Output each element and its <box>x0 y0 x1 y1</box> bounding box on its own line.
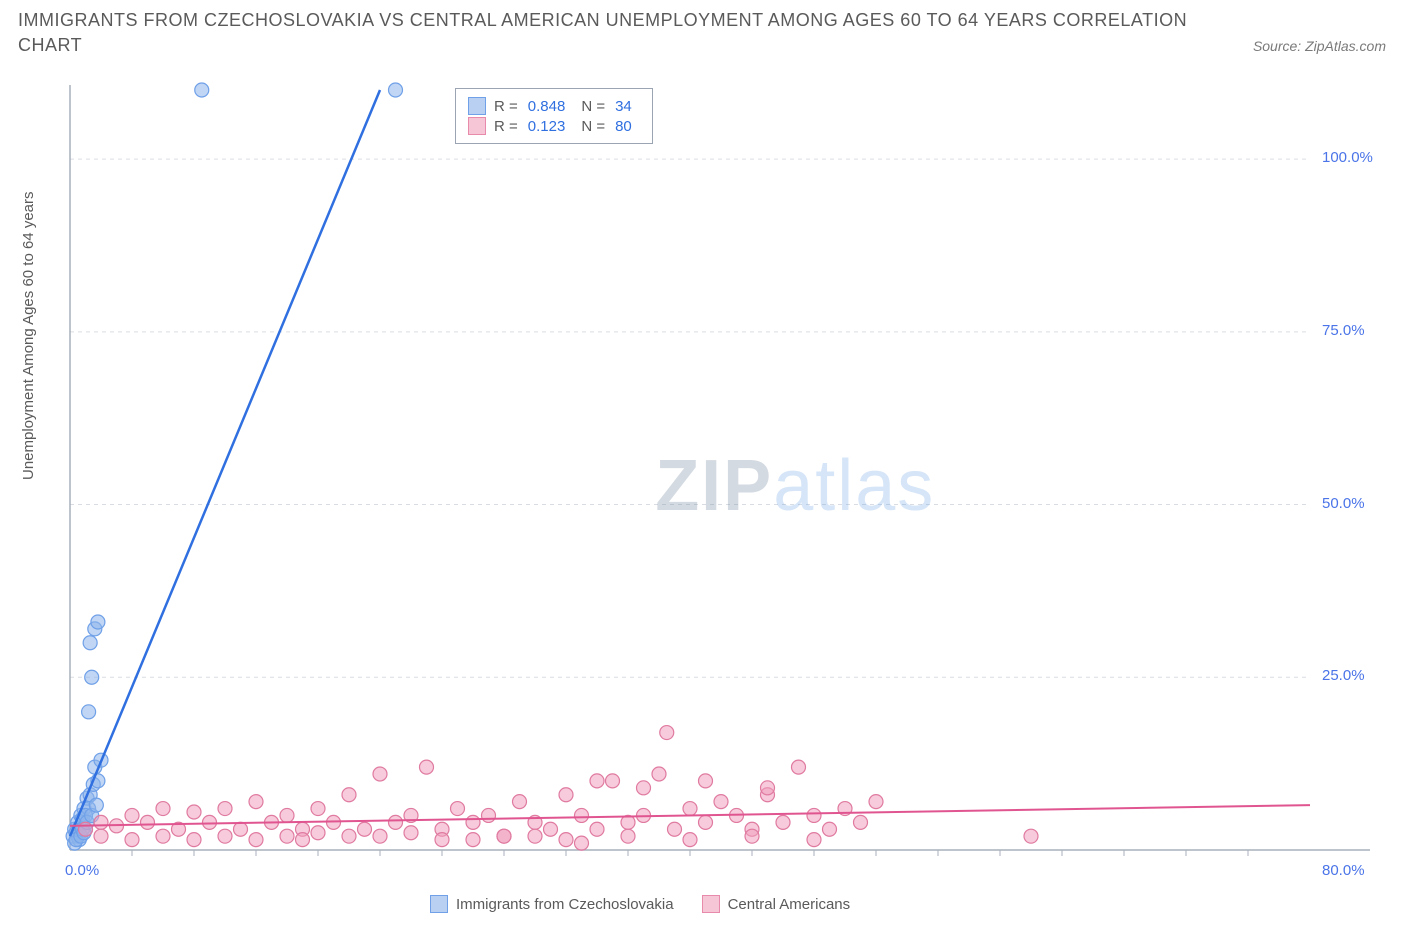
y-tick-label: 50.0% <box>1322 495 1365 512</box>
chart-title: IMMIGRANTS FROM CZECHOSLOVAKIA VS CENTRA… <box>18 8 1226 58</box>
r-value: 0.848 <box>528 98 566 115</box>
y-axis-label: Unemployment Among Ages 60 to 64 years <box>20 191 37 480</box>
legend-label: Immigrants from Czechoslovakia <box>456 896 674 913</box>
series-legend: Immigrants from Czechoslovakia Central Am… <box>430 895 850 913</box>
series-swatch <box>702 895 720 913</box>
n-label: N = <box>581 98 605 115</box>
y-tick-label: 75.0% <box>1322 322 1365 339</box>
n-label: N = <box>581 118 605 135</box>
r-label: R = <box>494 98 518 115</box>
legend-label: Central Americans <box>728 896 851 913</box>
stats-row: R = 0.123 N = 80 <box>468 117 640 135</box>
y-tick-label: 100.0% <box>1322 149 1373 166</box>
n-value: 80 <box>615 118 632 135</box>
scatter-plot <box>60 80 1380 880</box>
series-swatch <box>468 117 486 135</box>
n-value: 34 <box>615 98 632 115</box>
x-tick-label: 80.0% <box>1322 862 1365 879</box>
r-value: 0.123 <box>528 118 566 135</box>
source-attribution: Source: ZipAtlas.com <box>1253 38 1386 54</box>
stats-legend-box: R = 0.848 N = 34 R = 0.123 N = 80 <box>455 88 653 144</box>
stats-row: R = 0.848 N = 34 <box>468 97 640 115</box>
series-swatch <box>430 895 448 913</box>
x-tick-label: 0.0% <box>65 862 99 879</box>
y-tick-label: 25.0% <box>1322 667 1365 684</box>
legend-item: Central Americans <box>702 895 851 913</box>
legend-item: Immigrants from Czechoslovakia <box>430 895 674 913</box>
r-label: R = <box>494 118 518 135</box>
series-swatch <box>468 97 486 115</box>
